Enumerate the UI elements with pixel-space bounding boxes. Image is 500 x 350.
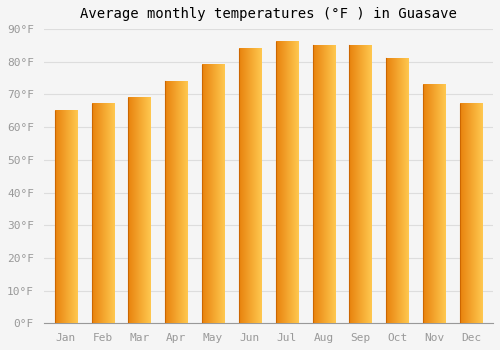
Title: Average monthly temperatures (°F ) in Guasave: Average monthly temperatures (°F ) in Gu…	[80, 7, 457, 21]
